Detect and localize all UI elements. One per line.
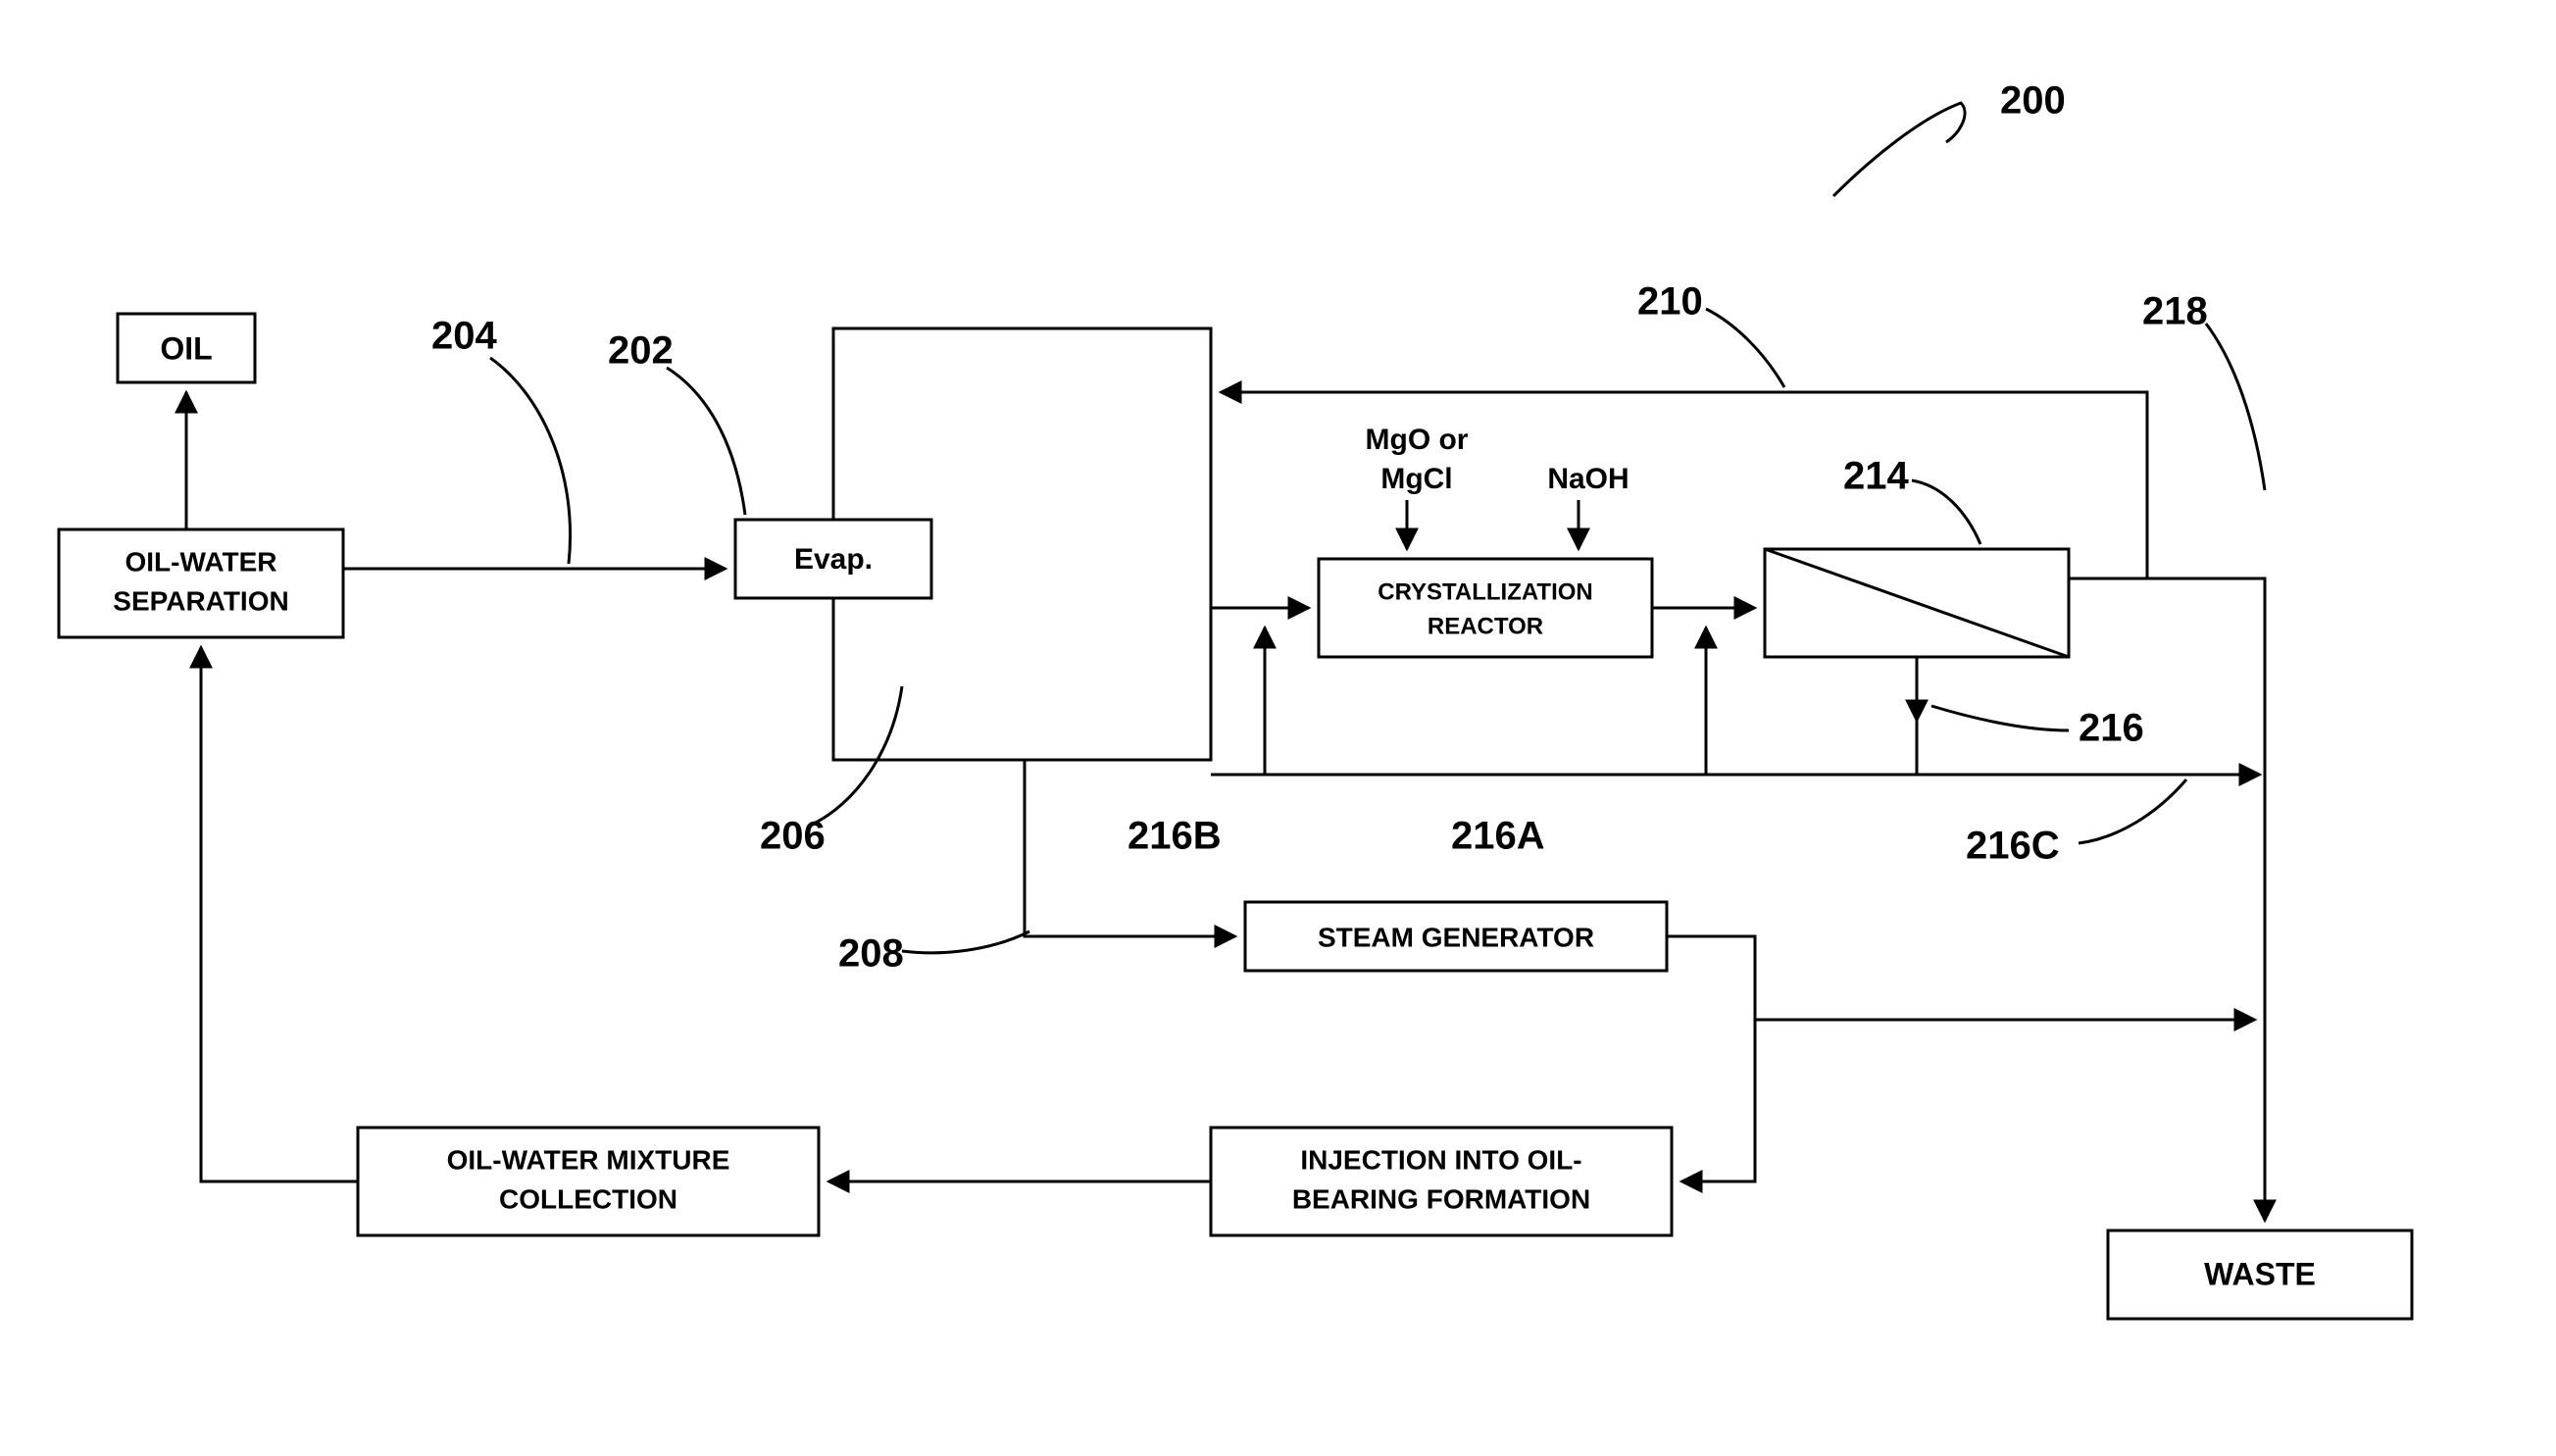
ref-208: 208 — [838, 931, 1029, 976]
ref-210-label: 210 — [1637, 280, 1703, 324]
injection-box: INJECTION INTO OIL- BEARING FORMATION — [1211, 1128, 1672, 1235]
ref-204-label: 204 — [431, 315, 497, 358]
cryst-label-2: REACTOR — [1428, 613, 1543, 639]
arrow-218-to-waste — [2147, 578, 2265, 1221]
arrow-steam-to-waste — [1667, 936, 2255, 1020]
steam-generator-box: STEAM GENERATOR — [1245, 902, 1667, 971]
evap-label: Evap. — [794, 543, 873, 576]
evap-box: Evap. — [735, 520, 931, 598]
ref-218-label: 218 — [2142, 290, 2208, 333]
ref-216-label: 216 — [2079, 707, 2144, 750]
naoh-label: NaOH — [1547, 463, 1629, 495]
oil-label: OIL — [160, 330, 212, 366]
sep-label-2: SEPARATION — [113, 585, 288, 616]
ref-218: 218 — [2142, 290, 2265, 490]
ref-216c-label: 216C — [1966, 825, 2060, 868]
ref-206-label: 206 — [760, 815, 826, 858]
ref-204: 204 — [431, 315, 571, 564]
sep-label-1: OIL-WATER — [125, 546, 276, 577]
arrow-coll-to-sep — [201, 647, 358, 1181]
ref-214-label: 214 — [1843, 455, 1909, 498]
steam-label: STEAM GENERATOR — [1318, 922, 1594, 952]
ref-214: 214 — [1843, 455, 1980, 544]
crystallization-reactor-box: CRYSTALLIZATION REACTOR — [1319, 559, 1652, 657]
mg-label-2: MgCl — [1380, 463, 1452, 495]
ref-210: 210 — [1637, 280, 1784, 387]
process-flow-diagram: OIL OIL-WATER SEPARATION Evap. CRYSTALLI… — [0, 0, 2556, 1456]
ref-208-label: 208 — [838, 932, 904, 976]
waste-label: WASTE — [2204, 1256, 2316, 1291]
inj-label-2: BEARING FORMATION — [1292, 1183, 1590, 1214]
ref-200-label: 200 — [2000, 79, 2066, 123]
ref-216a-label: 216A — [1451, 815, 1545, 858]
inj-label-1: INJECTION INTO OIL- — [1300, 1144, 1581, 1175]
ref-202-label: 202 — [608, 329, 674, 373]
oil-water-separation-box: OIL-WATER SEPARATION — [59, 529, 343, 637]
coll-label-1: OIL-WATER MIXTURE — [447, 1144, 730, 1175]
arrow-steam-to-injection — [1681, 1020, 1755, 1181]
coll-label-2: COLLECTION — [499, 1183, 677, 1214]
ref-200: 200 — [1833, 79, 2066, 196]
waste-box: WASTE — [2108, 1230, 2412, 1319]
ref-216b-label: 216B — [1128, 815, 1222, 858]
oil-box: OIL — [118, 314, 255, 382]
cryst-label-1: CRYSTALLIZATION — [1378, 578, 1593, 605]
ref-216c: 216C — [1966, 779, 2186, 868]
collection-box: OIL-WATER MIXTURE COLLECTION — [358, 1128, 819, 1235]
ref-202: 202 — [608, 329, 745, 515]
ref-216: 216 — [1931, 706, 2144, 750]
separator-box — [1765, 549, 2069, 657]
mg-label-1: MgO or — [1366, 424, 1469, 456]
